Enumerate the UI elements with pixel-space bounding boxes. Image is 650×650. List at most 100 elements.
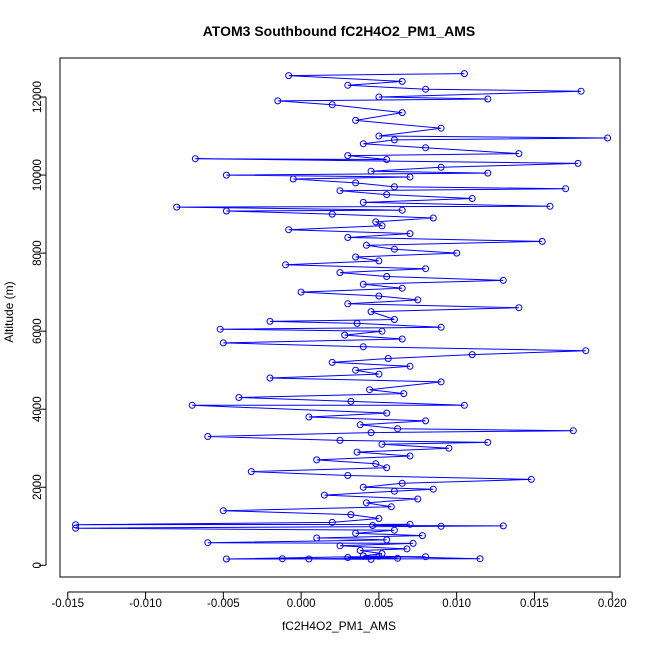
data-point: [398, 206, 406, 214]
data-point: [394, 425, 402, 433]
y-tick-label: 6000: [32, 318, 44, 344]
data-point: [398, 109, 406, 117]
data-point: [359, 483, 367, 491]
data-point: [574, 159, 582, 167]
data-point: [372, 218, 380, 226]
data-point: [353, 319, 361, 327]
data-point: [173, 203, 181, 211]
data-point: [437, 124, 445, 132]
data-point: [437, 522, 445, 530]
data-point: [383, 464, 391, 472]
data-point: [398, 479, 406, 487]
data-point: [375, 515, 383, 522]
data-point: [437, 163, 445, 171]
data-point: [352, 529, 360, 537]
data-point: [305, 555, 313, 563]
data-point: [499, 276, 507, 284]
data-point: [445, 444, 453, 452]
data-point: [188, 401, 196, 409]
data-point: [344, 234, 352, 241]
plot-frame: [59, 57, 621, 578]
data-point: [341, 331, 349, 339]
data-point: [235, 394, 243, 401]
data-point: [378, 550, 386, 558]
data-point: [289, 175, 297, 183]
data-point: [367, 429, 375, 437]
y-tick-label: 0: [32, 562, 44, 568]
data-point: [344, 554, 352, 561]
data-point: [336, 436, 344, 444]
data-point: [437, 378, 445, 386]
data-point: [406, 362, 414, 370]
y-tick-label: 2000: [32, 474, 44, 500]
data-point: [247, 468, 255, 476]
data-point: [336, 269, 344, 277]
data-point: [266, 374, 274, 382]
data-point: [582, 347, 590, 355]
data-point: [406, 452, 414, 460]
data-point: [468, 195, 476, 202]
data-point: [344, 152, 352, 160]
data-point: [453, 249, 461, 257]
data-point: [546, 202, 554, 210]
data-point: [375, 370, 383, 378]
data-point: [383, 536, 391, 544]
data-point: [378, 222, 386, 230]
data-point: [359, 140, 367, 148]
x-tick-label: 0.000: [287, 598, 316, 610]
data-point: [285, 72, 293, 80]
data-point: [216, 325, 224, 333]
data-point: [359, 343, 367, 351]
data-point: [204, 433, 212, 440]
data-point: [344, 81, 352, 89]
data-point: [375, 93, 383, 101]
data-point: [359, 280, 367, 288]
data-point: [476, 555, 484, 563]
data-point: [400, 390, 408, 398]
x-tick-label: 0.005: [364, 598, 393, 610]
data-point: [414, 296, 422, 304]
data-point: [562, 185, 570, 193]
data-point: [378, 440, 386, 448]
data-point: [409, 539, 417, 547]
data-point: [313, 534, 321, 542]
data-point: [191, 155, 199, 163]
data-point: [274, 97, 282, 105]
x-tick-label: 0.015: [520, 598, 549, 610]
data-point: [328, 210, 336, 218]
data-point: [390, 487, 398, 495]
series-line-0: [75, 73, 608, 560]
data-point: [336, 542, 344, 550]
data-point: [484, 95, 492, 103]
series-layer: [72, 70, 612, 563]
data-point: [515, 150, 523, 158]
data-point: [460, 401, 468, 409]
data-point: [527, 475, 535, 483]
data-point: [222, 171, 230, 179]
y-axis-label: Altitude (m): [2, 281, 16, 342]
data-point: [372, 460, 380, 468]
data-point: [383, 273, 391, 280]
data-point: [437, 323, 445, 331]
y-tick-label: 10000: [32, 159, 44, 191]
data-point: [484, 169, 492, 177]
data-point: [367, 308, 375, 316]
data-point: [222, 555, 230, 563]
data-point: [398, 77, 406, 85]
data-point: [362, 499, 370, 507]
data-point: [390, 136, 398, 144]
data-point: [278, 555, 286, 563]
data-point: [356, 547, 364, 554]
y-tick-label: 8000: [32, 240, 44, 266]
data-point: [406, 230, 414, 238]
data-point: [394, 554, 402, 562]
data-point: [422, 85, 430, 93]
data-point: [515, 304, 523, 312]
data-point: [422, 553, 430, 561]
data-point: [282, 261, 290, 269]
data-point: [204, 539, 212, 547]
x-tick-label: 0.010: [442, 598, 471, 610]
x-axis: -0.015 -0.010 -0.005 0.000 0.005 0.010 0.015 0.…: [51, 591, 627, 610]
data-point: [406, 173, 414, 181]
data-point: [484, 438, 492, 446]
